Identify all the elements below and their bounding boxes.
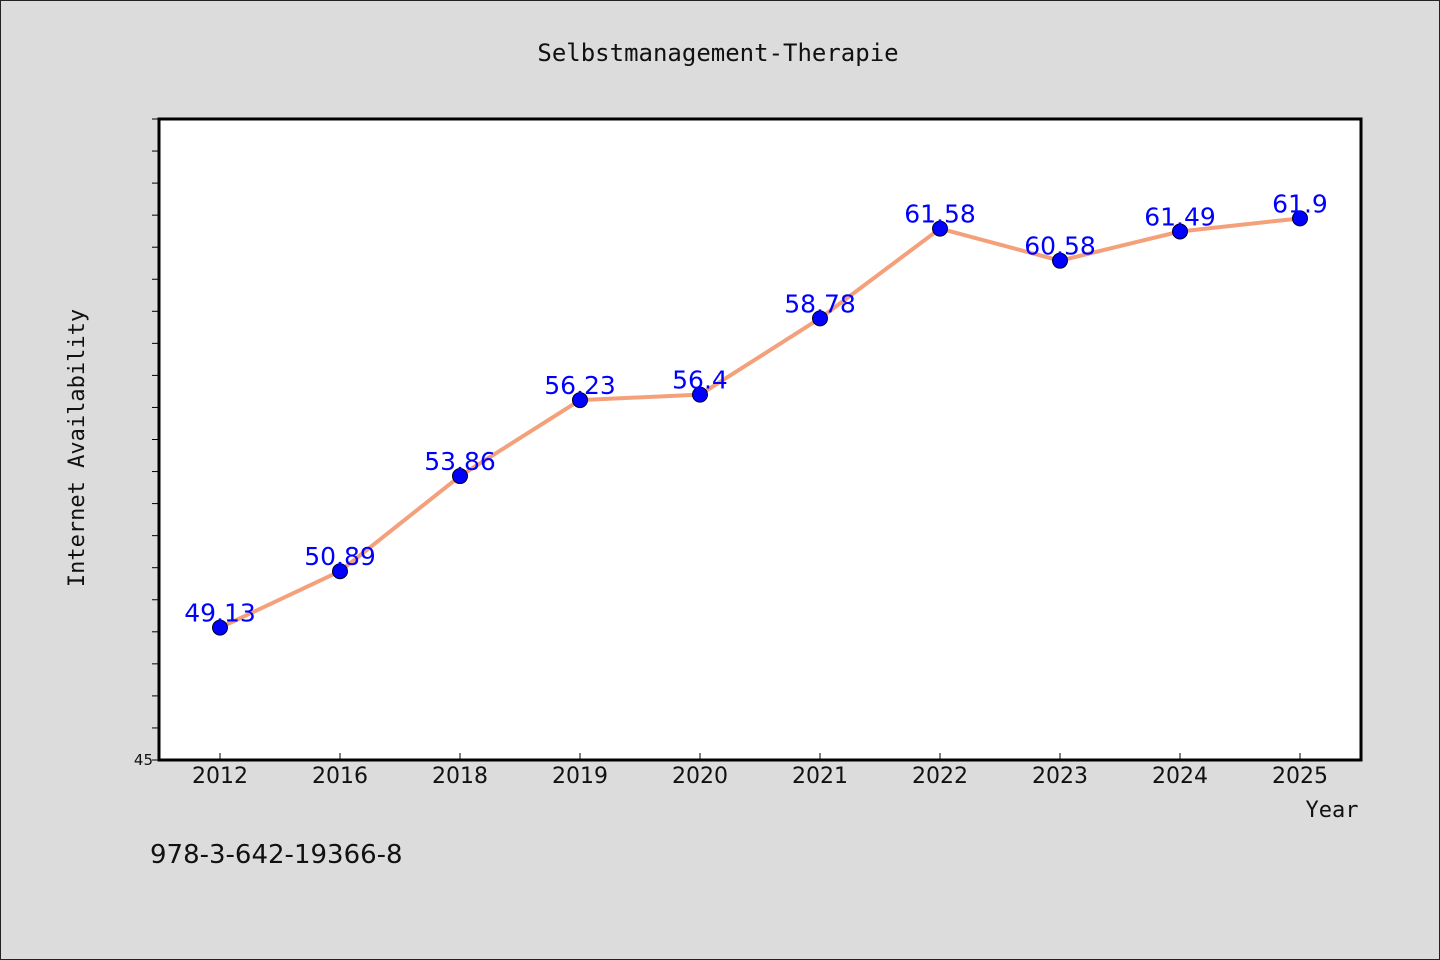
- series-line: [218, 216, 1302, 630]
- x-tick-label: 2025: [1272, 764, 1328, 789]
- data-label: 56.23: [544, 371, 616, 400]
- series-line-layer: [218, 216, 1302, 630]
- data-label: 56.4: [672, 366, 728, 395]
- data-point-marker: [212, 619, 228, 636]
- data-point-marker: [1292, 210, 1308, 227]
- x-tick-label: 2022: [912, 764, 968, 789]
- data-label: 61.58: [904, 200, 976, 229]
- chart-title: Selbstmanagement-Therapie: [537, 39, 898, 67]
- data-label: 60.58: [1024, 232, 1096, 261]
- y-tick-label: 45: [134, 751, 153, 769]
- data-label: 53.86: [424, 447, 496, 476]
- data-point-marker: [332, 563, 348, 580]
- x-tick-label: 2024: [1152, 764, 1208, 789]
- data-labels: 49.13 50.89 53.86 56.23 56.4 58.78 61.58 60.58 6…: [184, 189, 1328, 627]
- data-point-marker: [1052, 252, 1068, 269]
- data-point-marker: [1172, 223, 1188, 240]
- x-tick-label: 2018: [432, 764, 488, 789]
- data-point-marker: [572, 392, 588, 409]
- data-label: 50.89: [304, 542, 376, 571]
- data-label: 61.9: [1272, 189, 1328, 218]
- x-tick-label: 2023: [1032, 764, 1088, 789]
- footer-code: 978-3-642-19366-8: [150, 840, 403, 870]
- data-label: 61.49: [1144, 202, 1216, 231]
- x-tick-label: 2016: [312, 764, 368, 789]
- data-point-marker: [692, 386, 708, 403]
- data-label: 58.78: [784, 289, 856, 318]
- x-tick-label: 2019: [552, 764, 608, 789]
- axis-ticks: 45 2012 2016 2018 2019 2020 2021 2022 2023 2024 20…: [134, 118, 1328, 789]
- x-tick-label: 2021: [792, 764, 848, 789]
- x-tick-label: 2012: [192, 764, 248, 789]
- data-point-marker: [932, 220, 948, 237]
- series-markers: [212, 210, 1308, 636]
- x-axis-label: Year: [1306, 798, 1359, 823]
- x-tick-label: 2020: [672, 764, 728, 789]
- plot-area: [157, 117, 1363, 762]
- y-axis-label: Internet Availability: [65, 309, 90, 587]
- data-point-marker: [812, 310, 828, 327]
- data-label: 49.13: [184, 599, 256, 628]
- data-point-marker: [452, 468, 468, 485]
